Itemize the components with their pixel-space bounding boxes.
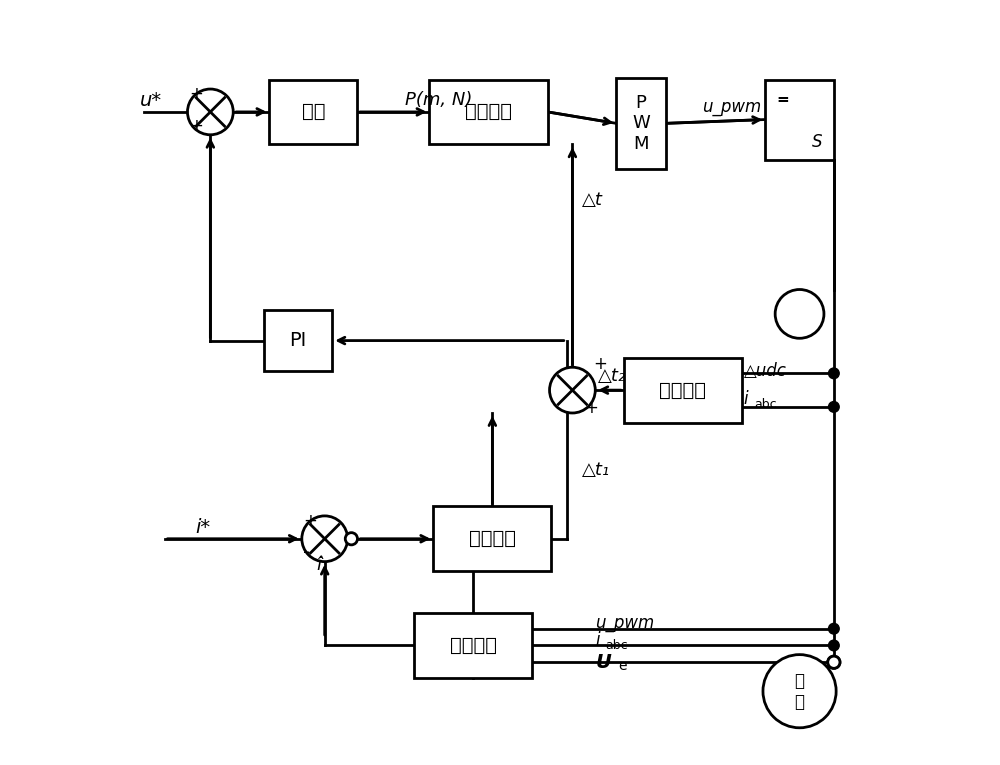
Text: △t: △t (582, 190, 602, 209)
Text: P(m, N): P(m, N) (405, 92, 472, 109)
Circle shape (829, 402, 839, 412)
Text: u_pwm: u_pwm (702, 98, 761, 116)
Text: P
W
M: P W M (632, 93, 650, 153)
Circle shape (829, 368, 839, 379)
Circle shape (763, 655, 836, 728)
Text: abc: abc (754, 398, 776, 411)
Text: △udc: △udc (744, 362, 787, 380)
FancyBboxPatch shape (433, 506, 551, 571)
Text: 角度修正: 角度修正 (469, 529, 516, 549)
Text: +: + (189, 117, 203, 135)
FancyBboxPatch shape (624, 358, 742, 422)
Text: 电流观测: 电流观测 (450, 636, 497, 655)
Circle shape (828, 656, 840, 669)
Circle shape (775, 289, 824, 338)
Text: △t₂: △t₂ (598, 367, 626, 386)
Text: +: + (593, 355, 607, 373)
Text: S: S (811, 133, 822, 151)
Circle shape (302, 516, 348, 562)
Text: u_pwm: u_pwm (595, 614, 655, 632)
FancyBboxPatch shape (616, 77, 666, 169)
Text: +: + (303, 513, 317, 530)
Text: e: e (618, 659, 627, 673)
Text: abc: abc (605, 639, 628, 652)
Text: î: î (317, 556, 322, 575)
FancyBboxPatch shape (269, 80, 357, 145)
Circle shape (187, 89, 233, 135)
Text: i: i (595, 631, 600, 649)
Text: 电
网: 电 网 (795, 672, 805, 711)
Text: +: + (584, 399, 598, 418)
FancyBboxPatch shape (414, 613, 532, 678)
Circle shape (829, 623, 839, 634)
Text: PI: PI (289, 331, 307, 350)
Text: △t₁: △t₁ (582, 461, 610, 479)
FancyBboxPatch shape (765, 80, 834, 160)
Circle shape (550, 367, 595, 413)
Text: -: - (303, 543, 310, 562)
Text: i*: i* (195, 518, 210, 537)
Circle shape (345, 532, 357, 545)
Text: =: = (776, 92, 789, 107)
Text: i: i (744, 390, 749, 409)
Text: 脉宽调节: 脉宽调节 (465, 103, 512, 122)
Text: 查表: 查表 (302, 103, 325, 122)
Text: 中点平衡: 中点平衡 (659, 381, 706, 399)
FancyBboxPatch shape (264, 310, 332, 371)
FancyBboxPatch shape (429, 80, 548, 145)
Circle shape (829, 640, 839, 651)
Text: u*: u* (140, 91, 162, 110)
Text: U: U (595, 653, 611, 672)
Circle shape (828, 656, 840, 669)
Text: +: + (189, 86, 203, 103)
